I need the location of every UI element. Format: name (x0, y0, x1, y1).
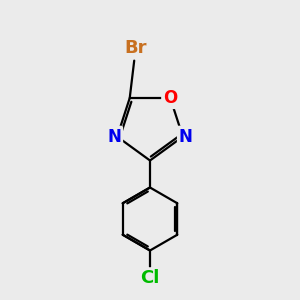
Text: N: N (107, 128, 121, 146)
Text: O: O (163, 89, 177, 107)
Text: Cl: Cl (140, 269, 160, 287)
Text: Br: Br (124, 39, 147, 57)
Text: N: N (179, 128, 193, 146)
